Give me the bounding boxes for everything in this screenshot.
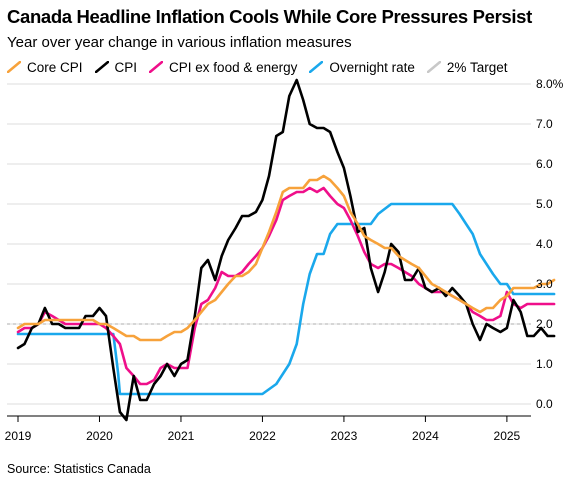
source-note: Source: Statistics Canada bbox=[7, 462, 151, 476]
y-axis-tick-labels: 0.0 1.0 2.0 3.0 4.0 5.0 6.0 7.0 8.0% bbox=[536, 77, 564, 411]
chart-title: Canada Headline Inflation Cools While Co… bbox=[7, 6, 532, 27]
legend-swatch-target bbox=[426, 61, 441, 73]
legend-item-core-cpi: Core CPI bbox=[7, 60, 83, 75]
gridlines bbox=[7, 83, 531, 405]
legend-swatch-cpi-ex-food-energy bbox=[149, 61, 164, 73]
x-tick-label: 2020 bbox=[86, 429, 113, 443]
series-line-core-cpi bbox=[16, 174, 556, 342]
x-axis-tick-labels: 2019 2020 2021 2022 2023 2024 2025 bbox=[5, 429, 521, 443]
y-tick-label: 0.0 bbox=[536, 397, 553, 411]
legend-label-cpi: CPI bbox=[114, 59, 138, 75]
y-tick-label: 7.0 bbox=[536, 117, 553, 131]
legend-label-cpi-ex-food-energy: CPI ex food & energy bbox=[169, 59, 298, 75]
y-tick-label: 1.0 bbox=[536, 357, 553, 371]
legend-item-cpi: CPI bbox=[94, 59, 138, 75]
y-tick-label: 2.0 bbox=[536, 317, 553, 331]
legend-swatch-cpi bbox=[94, 61, 109, 73]
x-axis bbox=[7, 415, 531, 422]
x-tick-label: 2024 bbox=[412, 429, 439, 443]
legend-item-target: 2% Target bbox=[426, 59, 508, 75]
y-tick-label: 4.0 bbox=[536, 237, 553, 251]
series-line-cpi-ex-food-energy bbox=[16, 186, 556, 386]
y-tick-label: 6.0 bbox=[536, 157, 553, 171]
legend-swatch-overnight-rate bbox=[309, 61, 324, 73]
series-line-overnight-rate bbox=[16, 202, 556, 396]
y-tick-label: 5.0 bbox=[536, 197, 553, 211]
chart-legend: Core CPI CPI CPI ex food & energy Overni… bbox=[7, 58, 519, 76]
x-tick-label: 2021 bbox=[168, 429, 195, 443]
x-tick-label: 2022 bbox=[249, 429, 276, 443]
y-tick-label: 8.0% bbox=[536, 77, 564, 91]
legend-label-target: 2% Target bbox=[446, 59, 508, 75]
series-lines bbox=[16, 78, 556, 422]
legend-item-overnight-rate: Overnight rate bbox=[309, 60, 415, 75]
y-tick-label: 3.0 bbox=[536, 277, 553, 291]
x-tick-label: 2023 bbox=[331, 429, 358, 443]
chart-subtitle: Year over year change in various inflati… bbox=[7, 34, 352, 51]
legend-item-cpi-ex-food-energy: CPI ex food & energy bbox=[149, 60, 297, 75]
legend-label-overnight-rate: Overnight rate bbox=[329, 59, 415, 75]
legend-label-core-cpi: Core CPI bbox=[27, 59, 83, 75]
x-tick-label: 2025 bbox=[494, 429, 521, 443]
legend-swatch-core-cpi bbox=[7, 61, 21, 73]
x-tick-label: 2019 bbox=[5, 429, 32, 443]
